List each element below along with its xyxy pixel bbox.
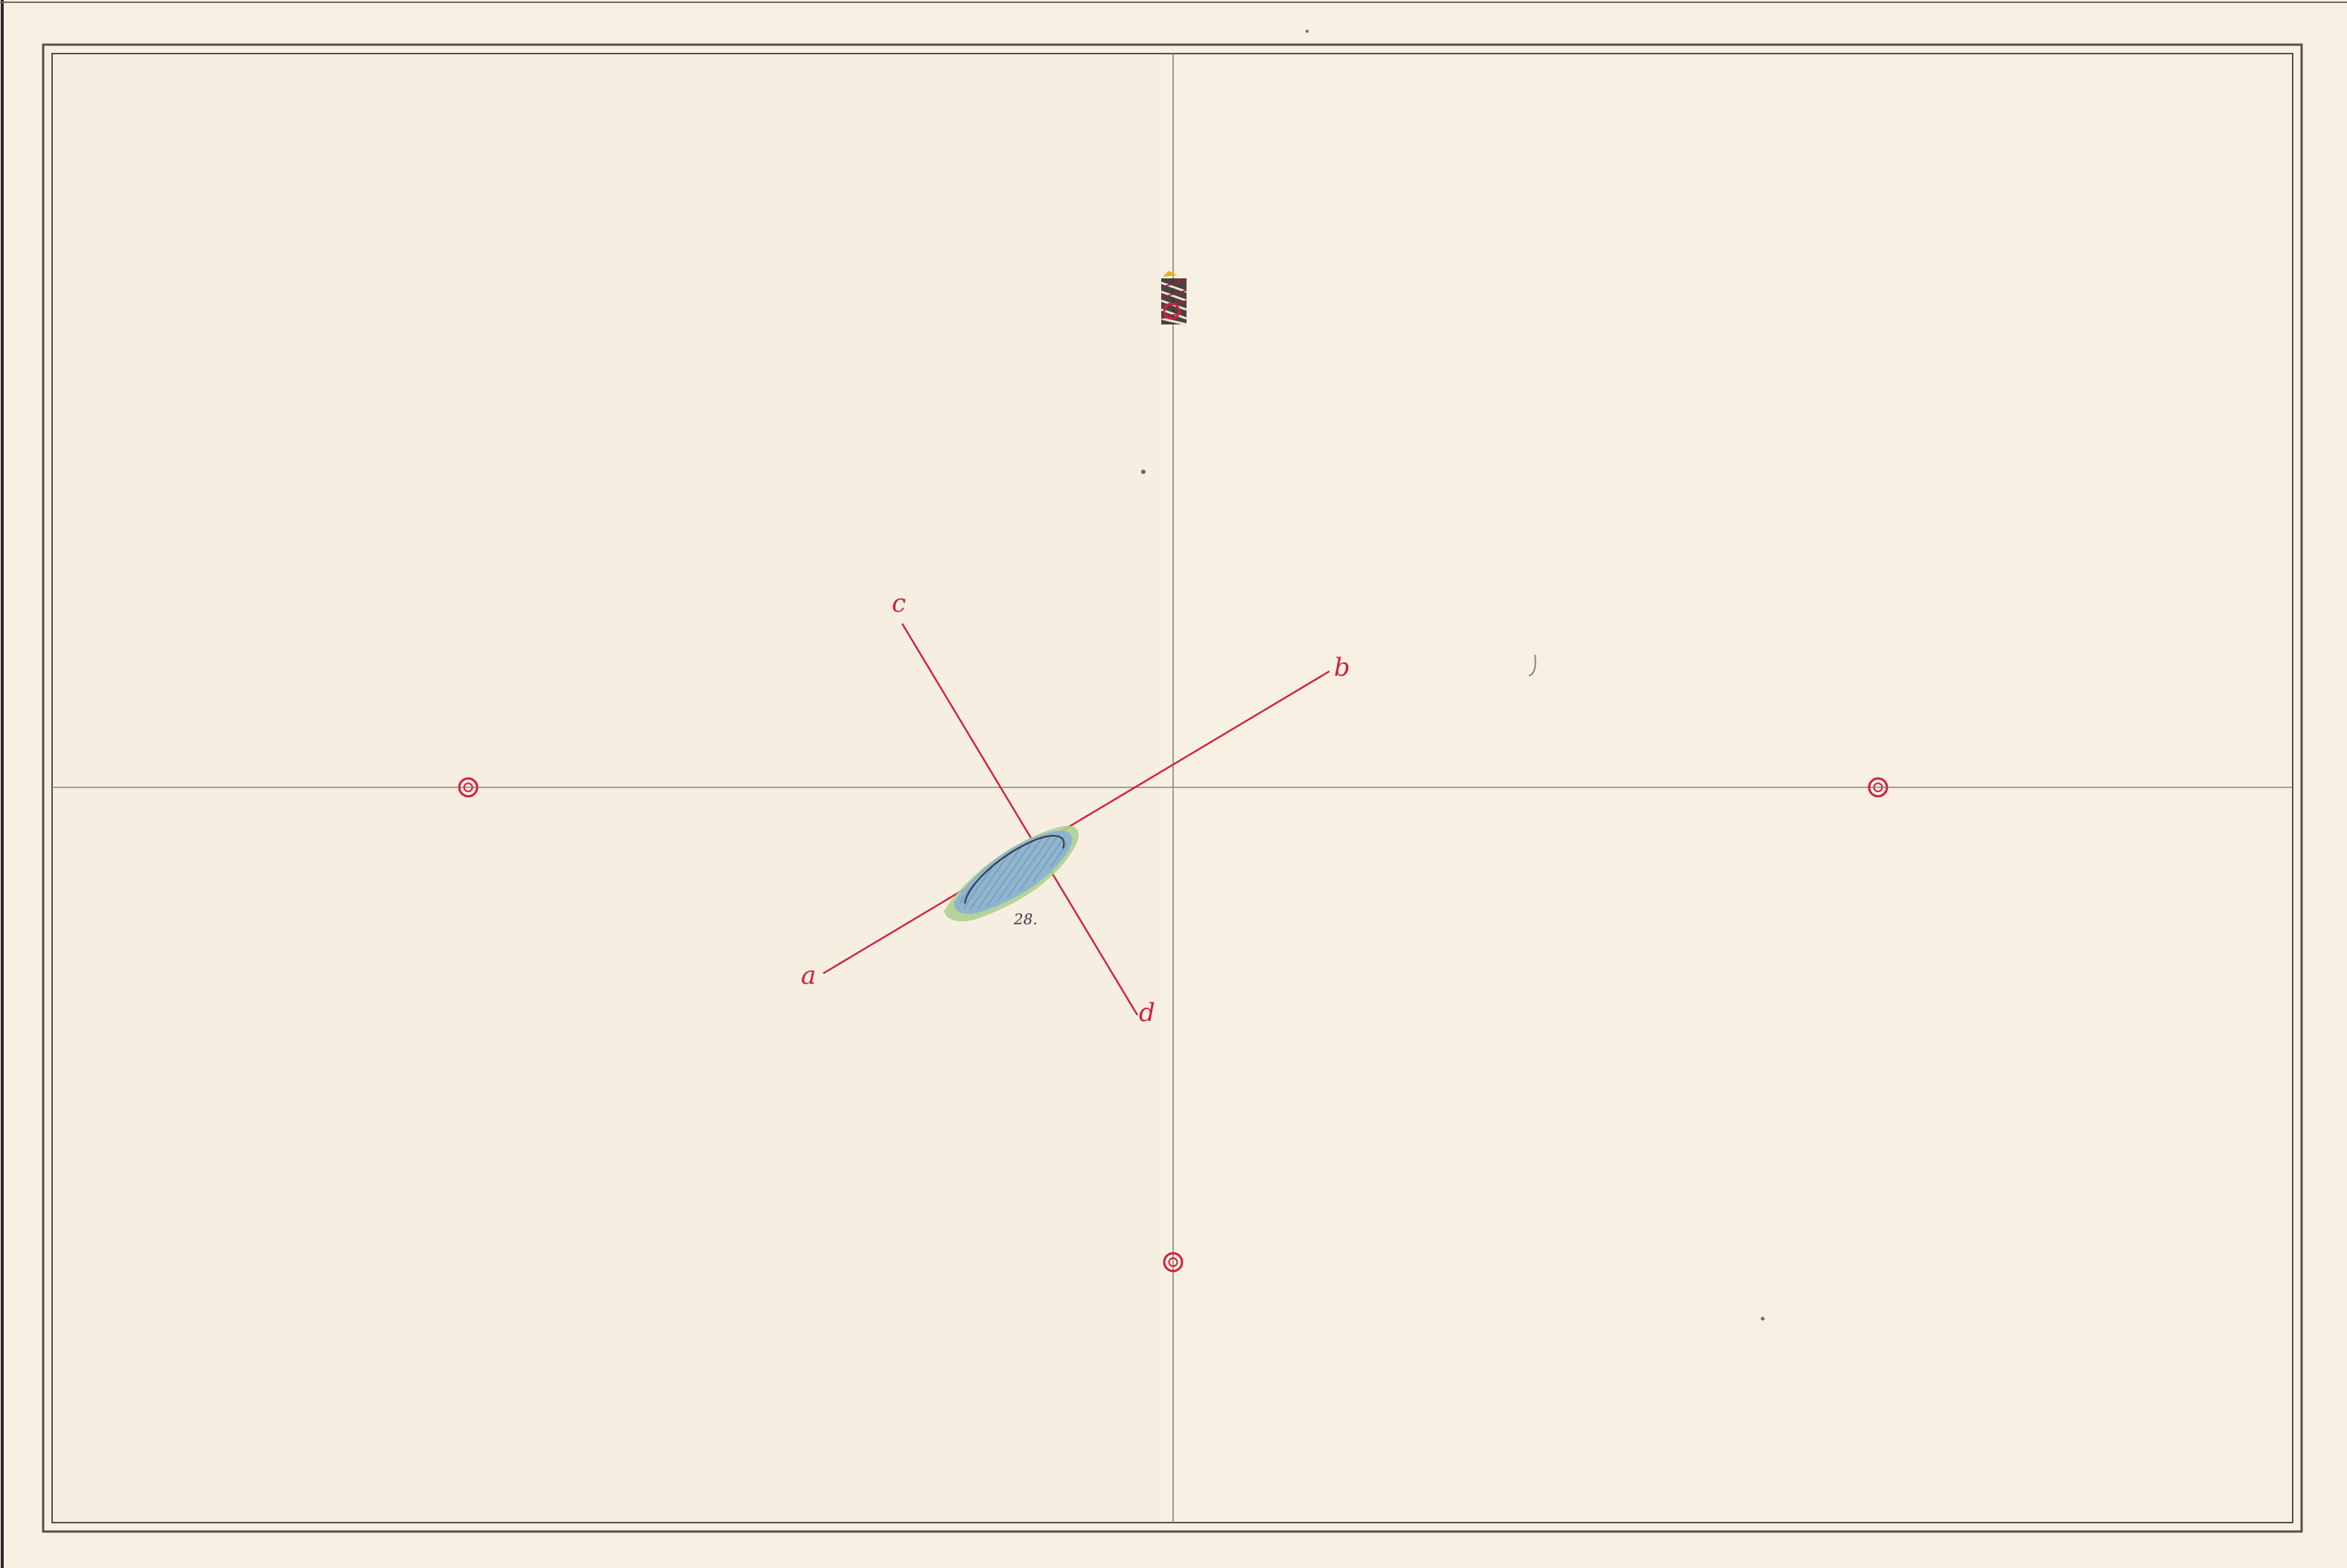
island: 28. <box>944 825 1079 928</box>
speck <box>1528 654 1536 676</box>
axis-label-a: a <box>801 961 816 991</box>
speck <box>1760 1316 1765 1321</box>
axis-label-b: b <box>1334 653 1350 682</box>
island-hatching <box>959 834 1067 910</box>
axis-line-c-d <box>901 623 1139 1016</box>
axis-label-c: c <box>892 589 906 618</box>
station-mark-left <box>458 777 479 798</box>
axis-line-a-b <box>823 670 1330 975</box>
speck <box>1306 30 1309 33</box>
station-mark-right <box>1868 777 1888 798</box>
island-outline <box>963 835 1065 904</box>
paper-tone-band <box>45 45 1161 1526</box>
outer-frame <box>42 43 2303 1533</box>
speck <box>1141 470 1146 474</box>
axis-label-d: d <box>1139 998 1155 1028</box>
station-mark-bottom <box>1163 1252 1184 1273</box>
lighthouse-icon <box>1160 271 1187 326</box>
island-depth-label: 28. <box>1013 910 1038 928</box>
inner-frame <box>51 53 2293 1523</box>
